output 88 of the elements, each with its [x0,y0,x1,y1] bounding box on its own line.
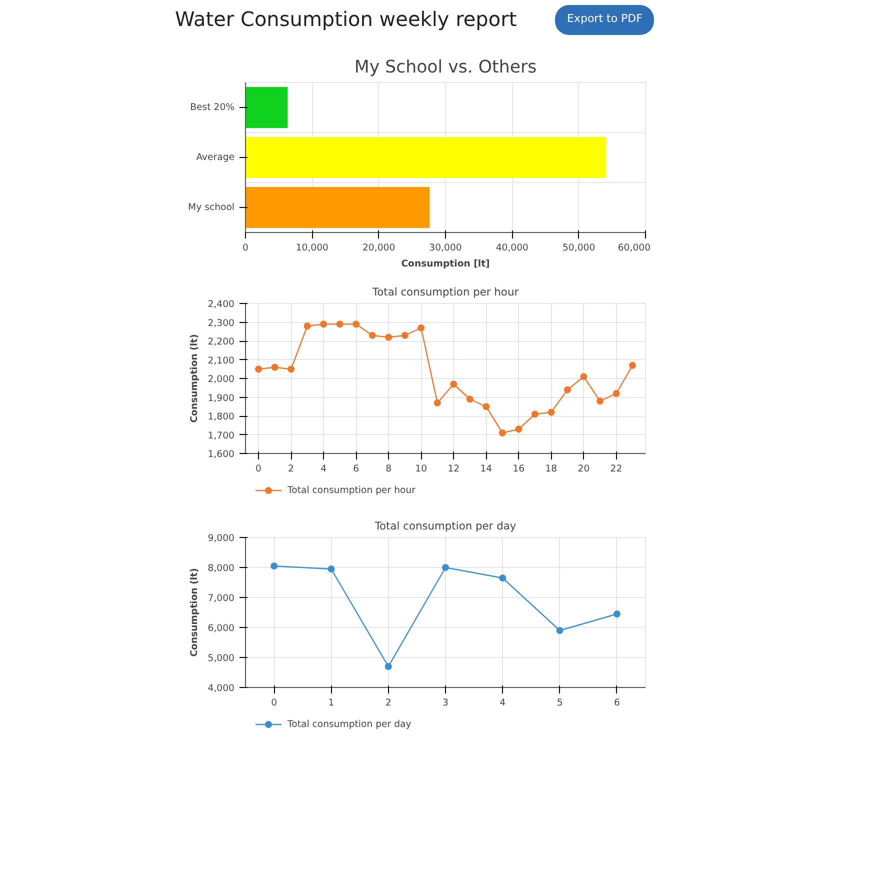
point [328,566,335,572]
point [368,332,376,339]
y-tick-label: 1,700 [208,430,235,442]
y-tick-label: My school [188,202,235,213]
y-tick-label: 2,400 [208,299,235,310]
x-tick-label: 8 [386,464,392,474]
x-tick-label: 4 [320,464,327,474]
x-tick-label: 0 [256,464,262,474]
chart-title: My School vs. Others [354,58,537,78]
x-tick-label: 12 [448,464,460,474]
point [418,324,425,332]
point [515,426,522,433]
x-tick-label: 18 [545,464,558,474]
x-tick-label: 0 [242,242,249,254]
point [288,366,295,373]
bar [246,137,606,178]
y-tick-label: Best 20% [190,102,235,113]
x-tick-label: 16 [512,464,525,474]
y-tick-label: 4,000 [208,683,235,694]
x-tick-label: 10 [415,464,428,474]
x-tick-label: 14 [480,464,492,474]
y-tick-label: 2,000 [208,374,235,385]
chart-title: Total consumption per day [374,520,516,532]
y-tick-label: 2,100 [208,355,235,366]
point [255,366,262,373]
point [531,410,538,418]
x-tick-label: 1 [328,698,334,708]
x-tick-label: 40,000 [496,242,529,254]
point [304,322,311,330]
y-tick-label: 6,000 [208,623,235,634]
point [556,627,564,634]
point [384,663,392,670]
x-tick-label: 2 [288,464,294,474]
point [320,320,328,328]
point [548,408,555,416]
point [336,320,344,328]
y-tick-label: 2,200 [208,336,235,348]
x-tick-label: 3 [442,698,449,708]
point [466,396,474,403]
point [271,364,278,371]
y-tick-label: 1,900 [208,392,235,404]
point [450,380,458,388]
point [596,398,604,404]
x-axis-title: Consumption [lt] [401,258,490,270]
y-tick-label: 7,000 [208,593,235,604]
x-tick-label: 22 [610,464,622,474]
point [498,429,506,436]
y-tick-label: 1,600 [208,449,235,460]
x-tick-label: 4 [500,698,506,708]
point [482,403,490,410]
point [434,399,441,406]
x-tick-label: 2 [385,698,392,708]
x-tick-label: 5 [556,698,563,708]
x-tick-label: 6 [614,698,620,708]
point [612,390,620,397]
text: Export to PDF [567,11,642,27]
x-tick-label: 60,000 [618,242,651,254]
y-tick-label: 1,800 [208,412,235,422]
y-tick-label: Average [196,152,235,163]
y-tick-label: 2,300 [208,318,235,329]
y-tick-label: 5,000 [208,653,235,664]
y-axis-title: Consumption (lt) [188,334,200,423]
point [442,564,449,571]
legend-label: Total consumption per hour [286,485,416,496]
y-tick-label: 8,000 [208,563,235,574]
y-tick-label: 9,000 [208,533,235,544]
chart-title: Total consumption per hour [371,286,520,298]
point [613,610,620,618]
y-axis-title: Consumption (lt) [188,568,200,657]
point [352,320,360,328]
x-tick-label: 20 [578,464,590,474]
x-tick-label: 0 [271,698,278,708]
point [385,334,392,341]
x-tick-label: 20,000 [362,242,396,254]
x-tick-label: 6 [353,464,360,474]
x-tick-label: 50,000 [562,242,596,254]
point [564,386,571,394]
text: Water Consumption weekly report [175,6,517,33]
bar [246,187,430,228]
x-tick-label: 10,000 [296,242,329,254]
point [401,332,408,339]
point [499,574,506,582]
point [628,362,636,369]
point [580,373,588,380]
legend-label: Total consumption per day [286,719,412,730]
point [270,562,278,570]
bar [246,87,288,128]
x-tick-label: 30,000 [429,242,462,254]
